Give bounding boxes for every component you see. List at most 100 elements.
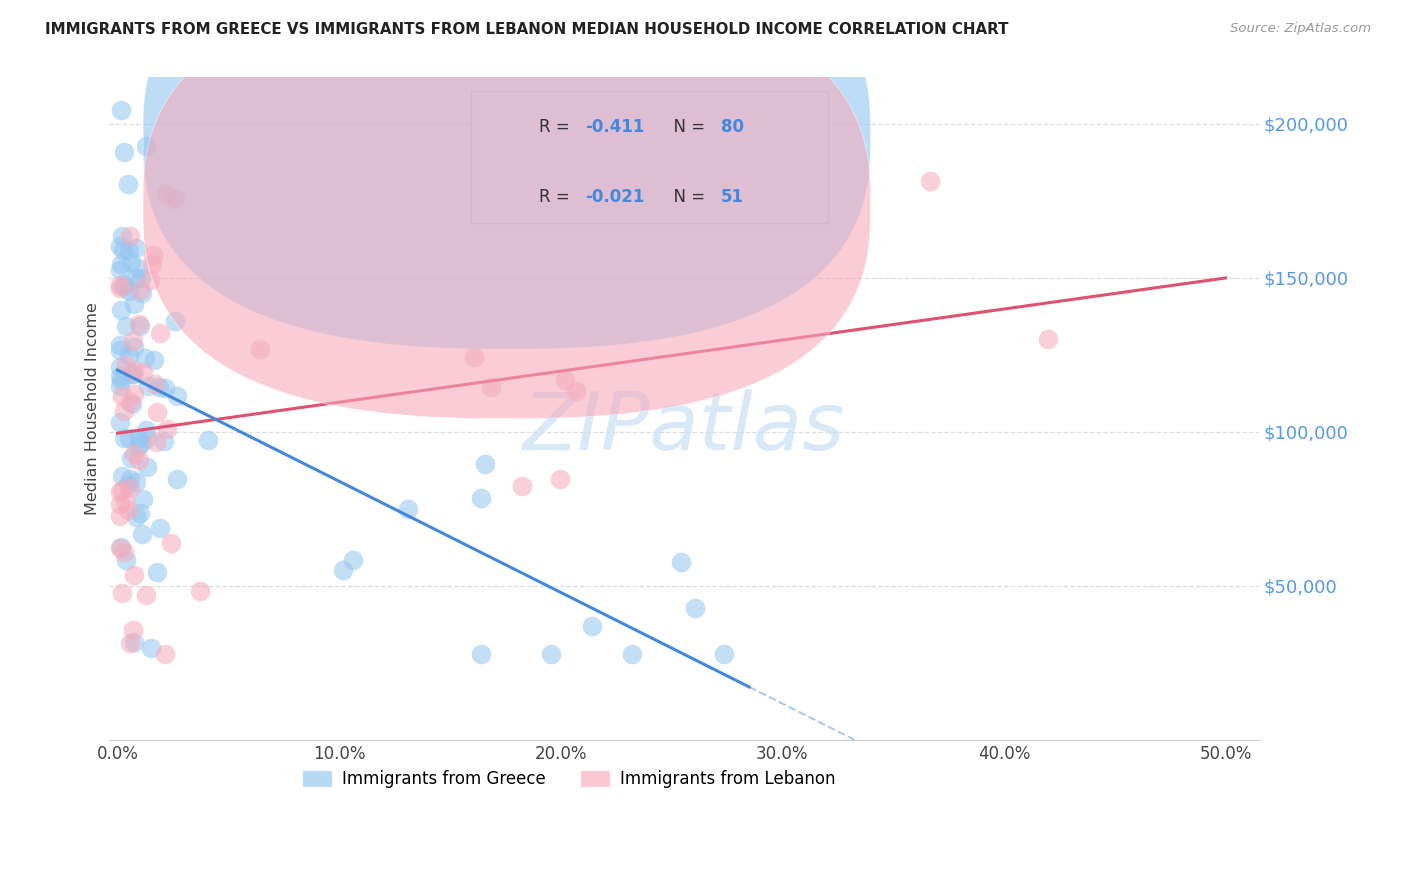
Point [108, 343, 131, 358]
Point [118, 244, 141, 258]
Point [479, 380, 502, 394]
Point [141, 257, 163, 271]
Text: 80: 80 [721, 118, 744, 136]
Point [540, 647, 562, 661]
Point [160, 535, 183, 549]
Point [470, 491, 492, 505]
Point [108, 338, 131, 352]
Point [128, 431, 150, 445]
Point [110, 379, 132, 393]
Point [156, 422, 179, 436]
Point [125, 271, 148, 285]
Point [135, 423, 157, 437]
Point [342, 553, 364, 567]
Point [163, 192, 186, 206]
Point [112, 545, 135, 559]
Point [135, 139, 157, 153]
Point [470, 647, 492, 661]
Point [143, 377, 166, 392]
Point [117, 478, 139, 492]
Point [148, 326, 170, 340]
Point [131, 527, 153, 541]
Point [121, 367, 143, 381]
Point [396, 502, 419, 516]
Point [121, 397, 143, 411]
Point [564, 384, 586, 398]
Point [146, 405, 169, 419]
Point [683, 600, 706, 615]
Point [136, 431, 159, 445]
Point [135, 459, 157, 474]
Point [108, 359, 131, 374]
Text: N =: N = [664, 118, 710, 136]
Point [111, 586, 134, 600]
Point [108, 497, 131, 511]
Point [136, 379, 159, 393]
Point [121, 624, 143, 638]
Point [1038, 332, 1060, 346]
Point [110, 303, 132, 318]
Point [108, 415, 131, 429]
Point [115, 553, 138, 567]
Point [110, 257, 132, 271]
Point [145, 434, 167, 449]
Text: -0.411: -0.411 [585, 118, 644, 136]
Point [474, 457, 496, 471]
Point [129, 506, 152, 520]
Point [110, 373, 132, 387]
Point [548, 472, 571, 486]
Point [332, 563, 354, 577]
Point [197, 433, 219, 447]
Point [111, 388, 134, 402]
Point [114, 494, 136, 508]
Point [110, 103, 132, 117]
Point [111, 229, 134, 244]
Point [112, 277, 135, 291]
Point [120, 254, 142, 268]
Point [153, 647, 176, 661]
Point [120, 482, 142, 496]
Text: -0.021: -0.021 [585, 187, 644, 206]
Text: R =: R = [538, 187, 575, 206]
Point [463, 350, 485, 364]
Point [128, 283, 150, 297]
Point [129, 436, 152, 450]
Point [153, 381, 176, 395]
Point [621, 647, 644, 661]
Point [128, 453, 150, 467]
Point [108, 238, 131, 252]
Point [149, 521, 172, 535]
Point [129, 318, 152, 333]
Point [143, 353, 166, 368]
Point [117, 177, 139, 191]
Point [122, 297, 145, 311]
Point [108, 508, 131, 523]
Point [114, 145, 136, 160]
Point [165, 313, 187, 327]
Point [581, 619, 603, 633]
Point [554, 373, 576, 387]
Point [122, 635, 145, 649]
Point [125, 475, 148, 490]
Point [148, 379, 170, 393]
Point [125, 242, 148, 256]
Point [110, 469, 132, 483]
Text: Source: ZipAtlas.com: Source: ZipAtlas.com [1230, 22, 1371, 36]
Point [122, 340, 145, 354]
Point [111, 243, 134, 257]
Point [108, 541, 131, 555]
Point [112, 280, 135, 294]
Point [249, 342, 271, 356]
Text: ZIPatlas: ZIPatlas [523, 390, 845, 467]
Point [108, 484, 131, 499]
Point [117, 502, 139, 516]
Point [132, 365, 155, 379]
Point [110, 540, 132, 554]
Text: N =: N = [664, 187, 710, 206]
Legend: Immigrants from Greece, Immigrants from Lebanon: Immigrants from Greece, Immigrants from … [295, 763, 842, 795]
Point [166, 389, 188, 403]
Point [118, 471, 141, 485]
FancyBboxPatch shape [471, 91, 828, 223]
Point [114, 358, 136, 372]
Point [127, 261, 149, 276]
